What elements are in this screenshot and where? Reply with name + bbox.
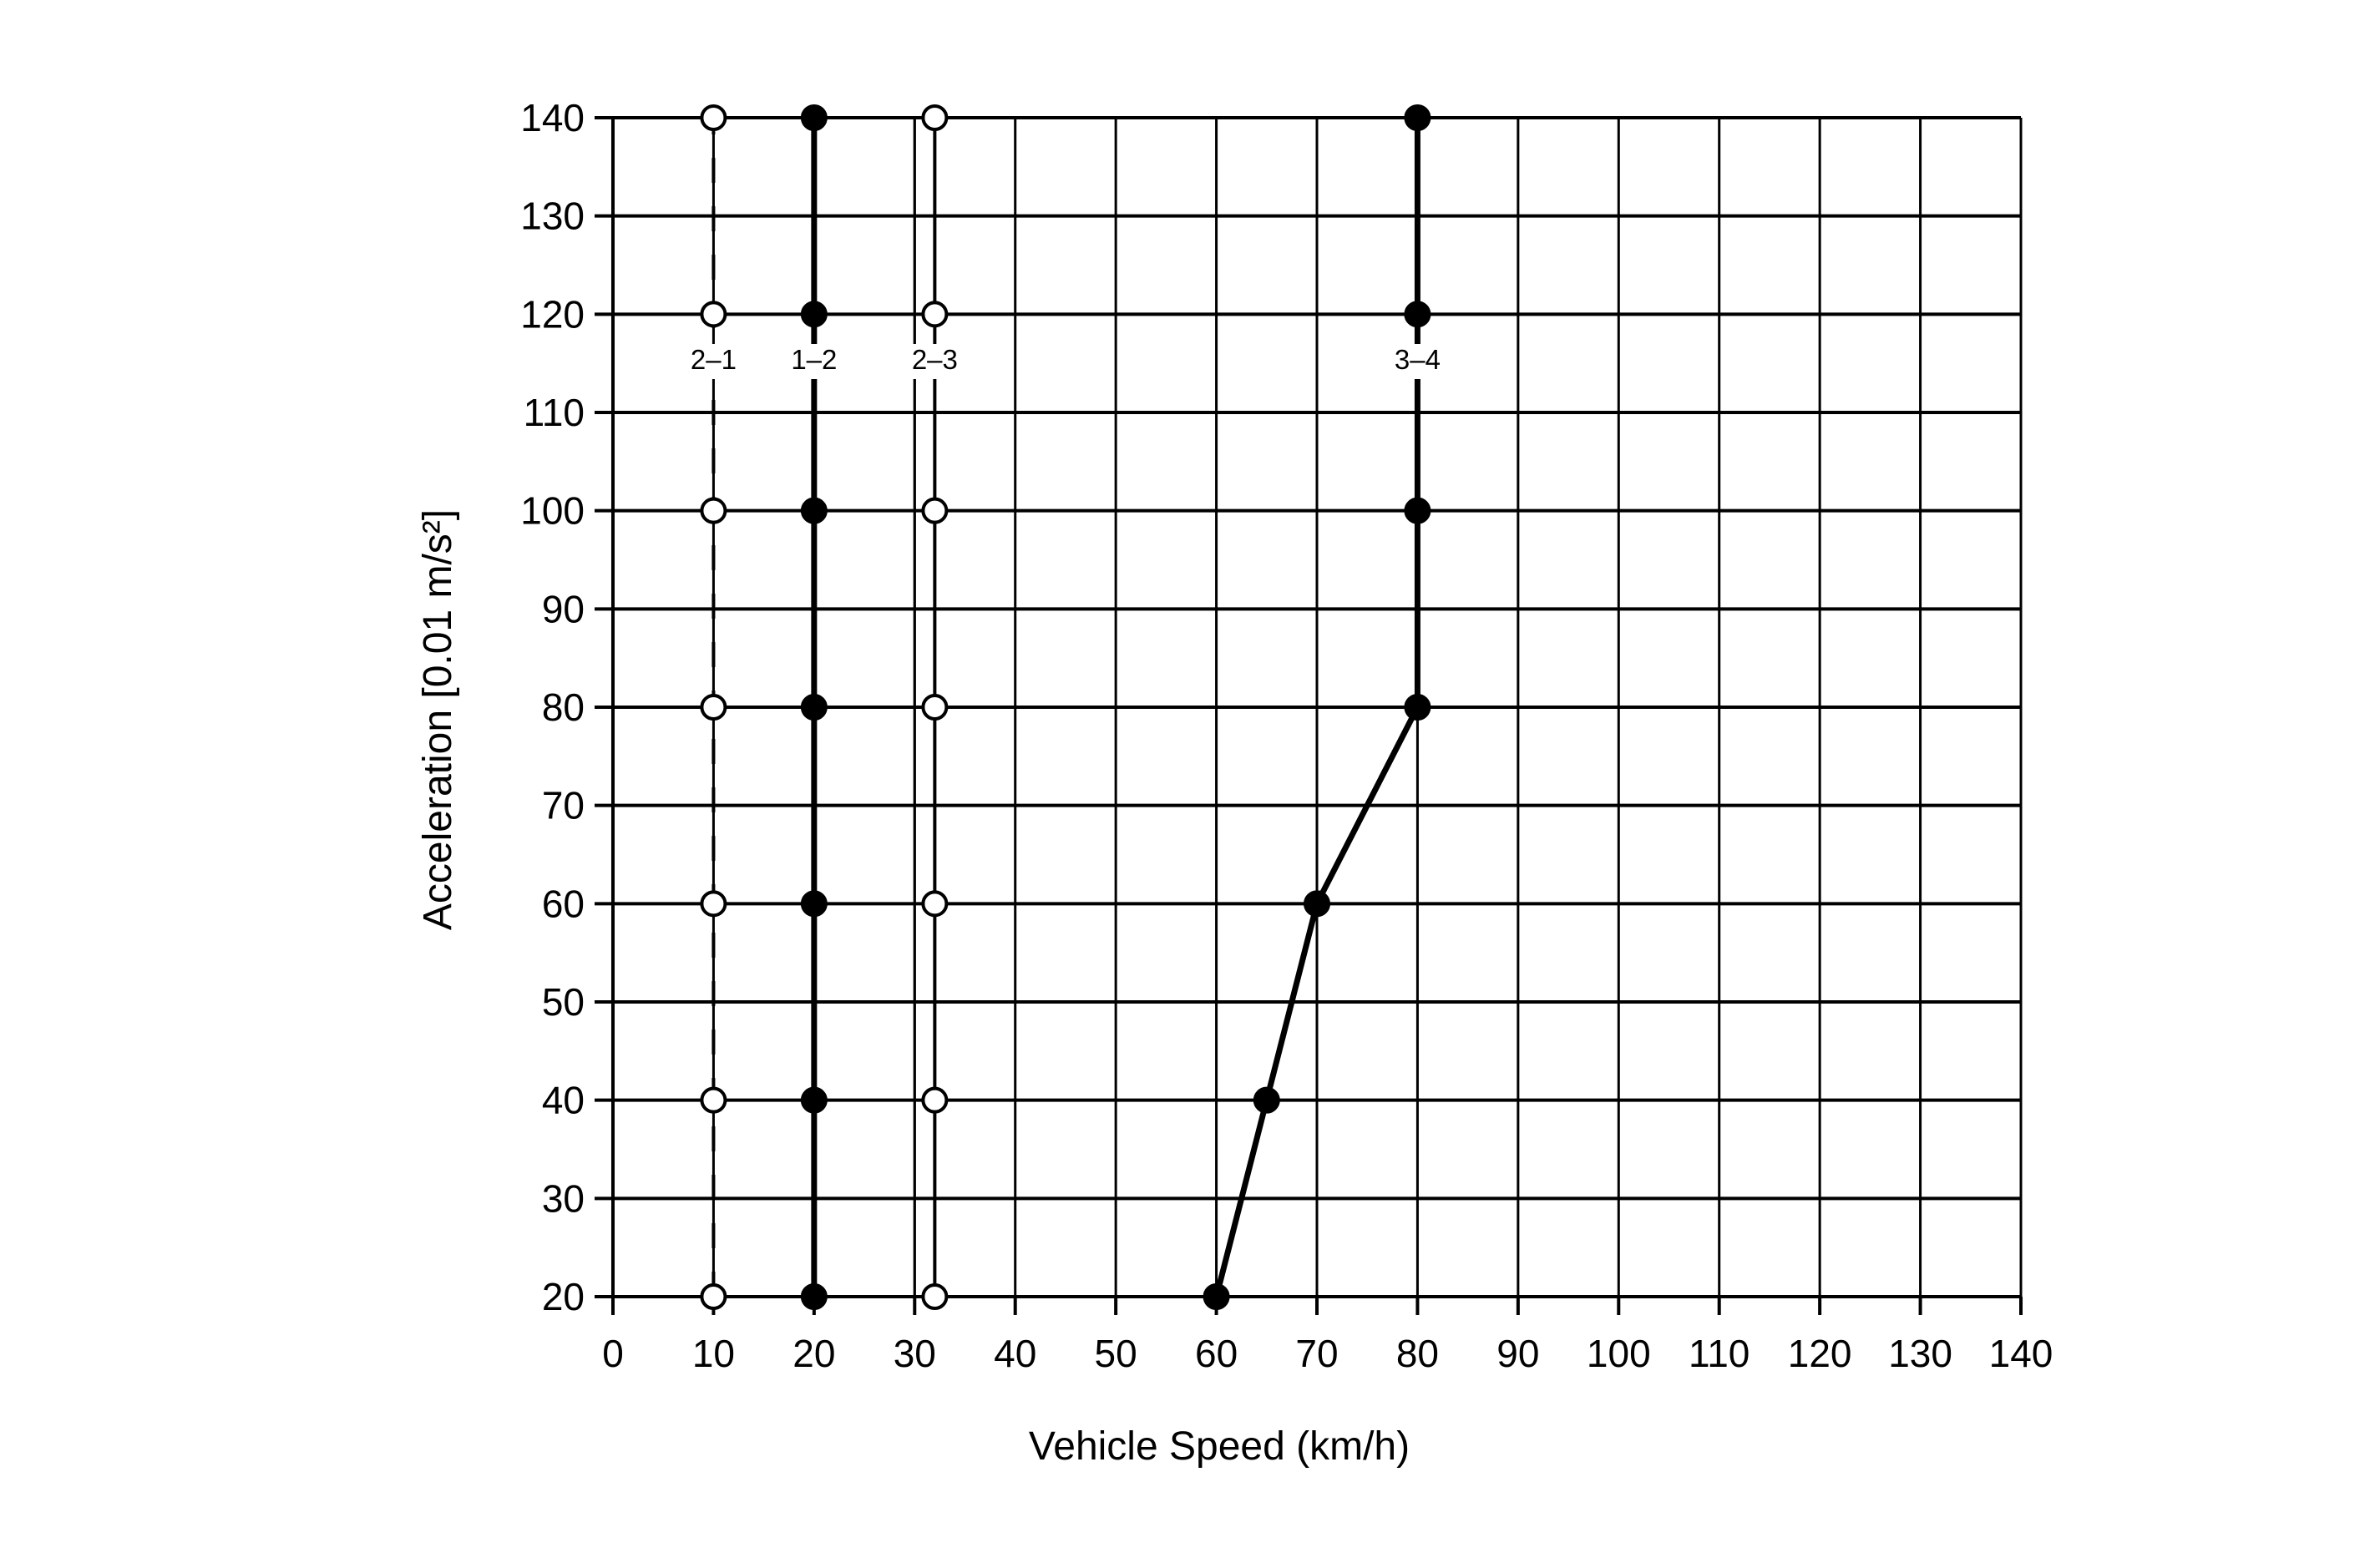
x-tick-label: 50: [1095, 1332, 1137, 1375]
data-point: [800, 890, 828, 918]
data-point: [700, 104, 727, 131]
data-point: [1404, 694, 1431, 721]
data-point: [921, 1086, 949, 1114]
data-point: [921, 497, 949, 524]
data-point: [800, 694, 828, 721]
data-point: [1404, 301, 1431, 328]
data-point: [921, 1283, 949, 1310]
data-point: [800, 104, 828, 131]
x-tick-label: 60: [1195, 1332, 1238, 1375]
y-tick-label: 70: [542, 784, 585, 827]
y-tick-label: 50: [542, 980, 585, 1024]
y-tick-label: 110: [524, 391, 585, 434]
data-points: [700, 104, 1431, 1310]
data-point: [800, 1086, 828, 1114]
series-label: 2–1: [691, 344, 737, 375]
series-label: 1–2: [791, 344, 837, 375]
data-point: [921, 890, 949, 918]
data-point: [700, 1283, 727, 1310]
y-tick-label: 40: [542, 1079, 585, 1122]
data-point: [800, 497, 828, 524]
data-point: [700, 1086, 727, 1114]
x-tick-label: 20: [792, 1332, 835, 1375]
series-labels: 2–1 1–2 2–3 3–4: [681, 344, 1450, 379]
series-label-bg: [681, 344, 746, 379]
series-label: 2–3: [912, 344, 958, 375]
y-tick-label: 120: [520, 292, 585, 336]
y-tick-label: 140: [520, 96, 585, 139]
data-point: [1253, 1086, 1280, 1114]
data-point: [1203, 1283, 1230, 1310]
series-label-bg: [1385, 344, 1450, 379]
data-point: [1404, 104, 1431, 131]
series-label-bg: [903, 344, 967, 379]
x-tick-label: 100: [1587, 1332, 1651, 1375]
x-tick-label: 130: [1888, 1332, 1952, 1375]
x-axis-title: Vehicle Speed (km/h): [1029, 1424, 1410, 1469]
data-point: [700, 301, 727, 328]
x-tick-label: 120: [1788, 1332, 1852, 1375]
data-point: [921, 104, 949, 131]
y-tick-label: 90: [542, 587, 585, 630]
x-tick-label: 140: [1989, 1332, 2053, 1375]
data-point: [800, 301, 828, 328]
y-axis-title: Acceleration [0.01 m/s²]: [416, 509, 460, 930]
data-point: [1304, 890, 1330, 918]
series-label-bg: [782, 344, 846, 379]
data-point: [1404, 497, 1431, 524]
data-point: [800, 1283, 828, 1310]
x-tick-label: 0: [602, 1332, 624, 1375]
y-tick-label: 80: [542, 685, 585, 729]
x-tick-label: 10: [692, 1332, 735, 1375]
data-point: [921, 301, 949, 328]
data-point: [921, 694, 949, 721]
x-tick-label: 110: [1689, 1332, 1750, 1375]
x-tick-label: 40: [994, 1332, 1036, 1375]
x-tick-label: 30: [894, 1332, 936, 1375]
y-tick-label: 130: [520, 195, 585, 238]
tick-labels: 20 30 40 50 60 70 80 90 100 110 120 130 140 0 10 20 30 40…: [520, 96, 2053, 1375]
series-label: 3–4: [1395, 344, 1441, 375]
data-point: [700, 890, 727, 918]
data-point: [700, 497, 727, 524]
y-tick-label: 30: [542, 1176, 585, 1220]
axes: [595, 116, 2023, 1315]
x-tick-label: 80: [1396, 1332, 1439, 1375]
data-point: [700, 694, 727, 721]
x-tick-label: 90: [1496, 1332, 1539, 1375]
y-tick-label: 100: [520, 489, 585, 533]
y-tick-label: 60: [542, 882, 585, 925]
x-tick-label: 70: [1295, 1332, 1338, 1375]
y-tick-label: 20: [542, 1275, 585, 1318]
